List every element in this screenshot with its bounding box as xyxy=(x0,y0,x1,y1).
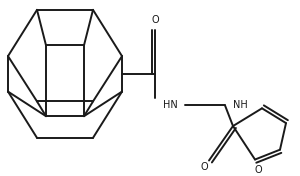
Text: HN: HN xyxy=(163,100,178,110)
Text: O: O xyxy=(254,165,262,175)
Text: O: O xyxy=(151,15,159,25)
Text: O: O xyxy=(200,162,208,172)
Text: NH: NH xyxy=(233,100,248,110)
